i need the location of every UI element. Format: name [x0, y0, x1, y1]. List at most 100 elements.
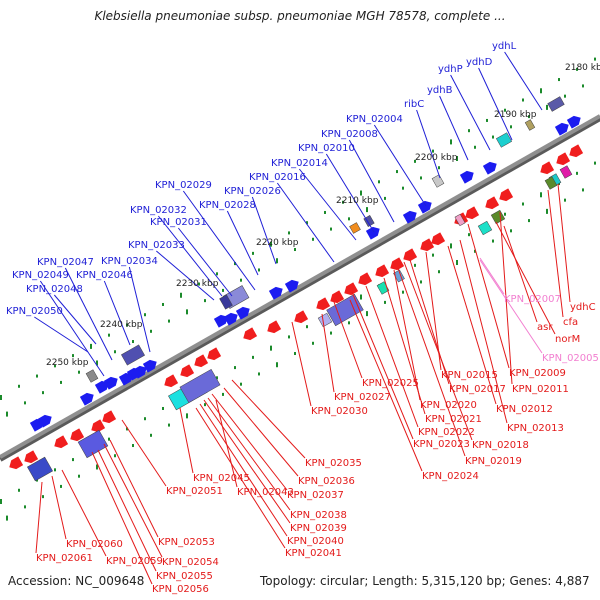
leader-line: [503, 225, 538, 323]
operon-block: [326, 293, 364, 327]
gene-label: KPN_02018: [472, 440, 529, 451]
tick-mark: [366, 311, 368, 317]
gene-label: KPN_02047: [37, 257, 94, 268]
gene-label: KPN_02017: [449, 384, 506, 395]
gene-label: KPN_02011: [512, 384, 569, 395]
leader-line: [479, 257, 505, 295]
operon-block: [524, 119, 536, 131]
leader-line: [276, 182, 335, 263]
leader-line: [547, 189, 564, 318]
tick-mark: [132, 444, 134, 448]
tick-mark: [114, 350, 116, 354]
reverse-gene-arrow: [91, 419, 106, 433]
reverse-gene-arrow: [375, 264, 390, 278]
tick-mark: [186, 309, 188, 315]
gene-label: ydhC: [570, 302, 596, 313]
leader-line: [207, 397, 291, 511]
tick-mark: [96, 464, 98, 470]
gene-features: [9, 96, 584, 482]
tick-mark: [186, 413, 188, 419]
tick-mark: [150, 329, 152, 333]
leader-line: [121, 419, 167, 487]
tick-mark: [450, 139, 452, 145]
coordinate-label: 2190 kbp: [494, 110, 537, 120]
leader-line: [156, 250, 215, 301]
forward-gene-arrow: [223, 312, 238, 326]
reverse-gene-arrow: [194, 354, 209, 368]
gene-label: KPN_02040: [287, 536, 344, 547]
forward-gene-arrow: [402, 210, 417, 224]
tick-mark: [42, 495, 44, 499]
tick-mark: [528, 219, 530, 223]
leader-line: [450, 74, 491, 151]
reverse-gene-arrow: [207, 347, 222, 361]
leader-line: [251, 196, 277, 265]
gene-label: KPN_02031: [150, 217, 207, 228]
tick-mark: [360, 294, 362, 300]
tick-mark: [144, 417, 146, 421]
accession-label: Accession: NC_009648: [8, 574, 145, 588]
gene-label: KPN_02059: [106, 556, 163, 567]
leader-line: [478, 67, 513, 141]
tick-marks: [0, 57, 596, 521]
tick-mark: [384, 196, 386, 200]
tick-mark: [258, 268, 260, 272]
tick-mark: [132, 340, 134, 344]
tick-mark: [276, 258, 278, 264]
tick-mark: [24, 505, 26, 509]
tick-mark: [54, 364, 56, 368]
tick-mark: [342, 200, 344, 204]
operon-block: [363, 215, 375, 227]
tick-mark: [270, 345, 272, 351]
leader-line: [195, 407, 286, 549]
gene-label: KPN_02032: [130, 205, 187, 216]
tick-mark: [468, 129, 470, 133]
reverse-gene-arrow: [316, 297, 331, 311]
leader-line: [64, 267, 113, 361]
leader-line: [416, 109, 441, 179]
tick-mark: [540, 88, 542, 94]
tick-mark: [18, 488, 20, 492]
tick-mark: [522, 98, 524, 102]
leader-line: [103, 443, 163, 558]
tick-mark: [204, 299, 206, 303]
reverse-gene-arrow: [70, 428, 85, 442]
leader-line: [291, 321, 312, 407]
leader-line: [179, 407, 194, 474]
tick-mark: [438, 270, 440, 274]
reverse-gene-arrow: [390, 257, 405, 271]
tick-mark: [558, 78, 560, 82]
tick-mark: [78, 370, 80, 374]
tick-mark: [414, 159, 416, 163]
tick-mark: [42, 391, 44, 395]
forward-gene-arrow: [118, 372, 133, 386]
gene-label: KPN_02055: [156, 571, 213, 582]
reverse-gene-arrow: [569, 144, 584, 158]
tick-mark: [366, 207, 368, 213]
tick-mark: [510, 125, 512, 129]
coordinate-label: 2240 kbp: [100, 320, 143, 330]
gene-label: cfa: [563, 317, 578, 328]
leader-line: [439, 95, 469, 161]
tick-mark: [564, 198, 566, 202]
forward-gene-arrow: [554, 122, 569, 136]
tick-mark: [108, 437, 110, 441]
reverse-gene-arrow: [344, 282, 359, 296]
tick-mark: [546, 208, 548, 214]
tick-mark: [0, 499, 2, 504]
tick-mark: [348, 321, 350, 325]
gene-label: KPN_02007: [504, 294, 561, 305]
gene-label: KPN_02033: [128, 240, 185, 251]
leader-line: [61, 469, 107, 557]
operon-block: [547, 96, 565, 112]
gene-label: KPN_02012: [496, 404, 553, 415]
leader-line: [403, 261, 473, 441]
tick-mark: [222, 392, 224, 396]
tick-mark: [522, 202, 524, 206]
tick-mark: [330, 227, 332, 231]
leader-line: [365, 285, 419, 428]
leader-line: [226, 210, 259, 276]
gene-label: norM: [555, 334, 580, 345]
leader-line: [373, 124, 427, 207]
